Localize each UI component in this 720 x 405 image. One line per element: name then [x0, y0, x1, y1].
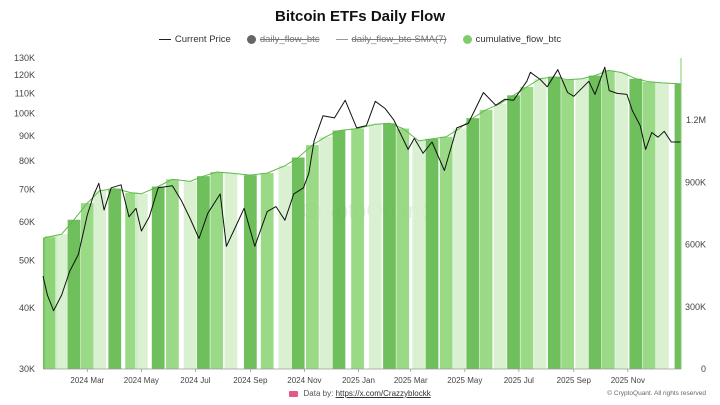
y-left-tick-label: 130K [14, 53, 35, 63]
x-tick-label: 2024 May [124, 376, 159, 385]
cumulative-flow-bar [656, 82, 669, 369]
chart-legend: Current Price daily_flow_btc daily_flow_… [0, 34, 720, 45]
cumulative-flow-bar [108, 188, 122, 369]
footer-data-source: Data by: https://x.com/Crazzyblockk [0, 389, 720, 398]
x-tick-label: 2025 Sep [557, 376, 592, 385]
cumulative-flow-bar [55, 234, 68, 369]
legend-label: daily_flow_btc-SMA(7) [351, 34, 447, 45]
y-left-tick-label: 80K [19, 156, 35, 166]
cumulative-flow-bars [42, 69, 682, 370]
cumulative-flow-bar [615, 72, 629, 369]
x-tick-label: 2024 Mar [70, 376, 104, 385]
flag-icon [289, 390, 299, 397]
x-tick-label: 2024 Sep [233, 376, 268, 385]
price-line-group [42, 66, 681, 312]
cumulative-flow-bar [383, 123, 396, 369]
y-right-tick-label: 0 [701, 364, 706, 374]
y-right-tick-label: 600K [685, 240, 706, 250]
cumulative-flow-bar [183, 181, 197, 369]
legend-item-daily-flow[interactable]: daily_flow_btc [246, 34, 320, 45]
x-tick-label: 2025 Jul [504, 376, 534, 385]
cumulative-flow-bar [291, 157, 305, 369]
cumulative-flow-bar [479, 109, 493, 369]
cumulative-flow-bar [210, 172, 224, 369]
cumulative-flow-bar [197, 176, 210, 369]
cumulative-flow-bar [507, 95, 520, 369]
dot-swatch-icon [246, 35, 256, 44]
x-tick-label: 2025 Jan [342, 376, 375, 385]
cumulative-flow-bar [674, 83, 681, 370]
y-left-tick-label: 40K [19, 303, 35, 313]
cumulative-flow-bar [412, 140, 426, 369]
x-tick-label: 2025 May [447, 376, 482, 385]
cumulative-flow-bar [588, 75, 602, 369]
cumulative-flow-bar [224, 173, 238, 369]
cumulative-flow-bar [243, 175, 257, 369]
cumulative-flow-bar [533, 78, 547, 369]
y-left-tick-label: 120K [14, 70, 35, 80]
y-left-tick-label: 60K [19, 217, 35, 227]
legend-item-cumulative-flow[interactable]: cumulative_flow_btc [462, 34, 562, 45]
cumulative-flow-bar [93, 190, 107, 369]
cumulative-flow-bar [425, 138, 439, 369]
copyright-text: © CryptoQuant. All rights reserved [607, 390, 706, 397]
x-tick-label: 2025 Mar [394, 376, 428, 385]
axes: 30K 40K 50K 60K 70K 80K 90K 100K 110K 120K 130K 0 30… [14, 53, 706, 385]
y-right-tick-label: 1.2M [686, 115, 706, 125]
cumulative-flow-bar [260, 173, 274, 369]
y-left-tick-label: 90K [19, 131, 35, 141]
cumulative-flow-bar [125, 192, 138, 369]
cumulative-flow-bar [575, 78, 589, 369]
y-left-tick-label: 100K [14, 109, 35, 119]
cumulative-flow-bar [351, 128, 364, 369]
cumulative-flow-bar [466, 118, 480, 369]
cumulative-flow-bar [547, 76, 561, 369]
y-left-tick-label: 70K [19, 184, 35, 194]
legend-label: cumulative_flow_btc [475, 34, 562, 45]
cumulative-flow-bar [80, 203, 94, 369]
y-left-tick-label: 50K [19, 256, 35, 266]
price-line [42, 66, 681, 312]
dot-swatch-icon [462, 35, 472, 44]
data-by-link[interactable]: https://x.com/Crazzyblockk [335, 389, 431, 398]
y-right-tick-label: 300K [685, 302, 706, 312]
cumulative-flow-bar [601, 70, 615, 369]
cumulative-flow-bar [520, 87, 534, 369]
cumulative-flow-bar [642, 81, 656, 370]
legend-label: daily_flow_btc [259, 34, 320, 45]
y-left-tick-label: 30K [19, 364, 35, 374]
cumulative-flow-bar [368, 124, 382, 369]
cumulative-flow-bar [561, 79, 574, 370]
legend-item-current-price[interactable]: Current Price [158, 34, 231, 45]
cumulative-flow-bar [165, 179, 179, 369]
cumulative-flow-bar [134, 193, 148, 369]
cumulative-flow-bar [151, 186, 165, 369]
data-by-label: Data by: [303, 389, 334, 398]
cumulative-flow-bar [396, 128, 410, 369]
cumulative-flow-bar [67, 219, 81, 369]
cumulative-flow-bar [439, 136, 453, 369]
legend-label: Current Price [174, 34, 231, 45]
x-tick-label: 2025 Nov [611, 376, 645, 385]
cumulative-flow-outline [42, 69, 682, 239]
x-tick-label: 2024 Jul [180, 376, 210, 385]
cumulative-flow-bar [44, 236, 58, 369]
y-left-tick-label: 110K [15, 88, 35, 98]
cumulative-flow-bar [332, 130, 346, 369]
legend-item-daily-flow-sma[interactable]: daily_flow_btc-SMA(7) [335, 34, 447, 45]
cumulative-flow-bar [278, 165, 292, 369]
y-right-tick-label: 900K [685, 177, 706, 187]
cumulative-flow-bar [493, 103, 507, 369]
line-swatch-icon [158, 39, 171, 40]
cumulative-flow-bar [305, 145, 319, 369]
chart-title: Bitcoin ETFs Daily Flow [274, 8, 446, 25]
cumulative-flow-bar [453, 128, 466, 369]
line-swatch-icon [335, 39, 348, 40]
cumulative-flow-bar [319, 136, 333, 369]
cumulative-flow-bar [629, 78, 643, 369]
x-tick-label: 2024 Nov [287, 376, 321, 385]
